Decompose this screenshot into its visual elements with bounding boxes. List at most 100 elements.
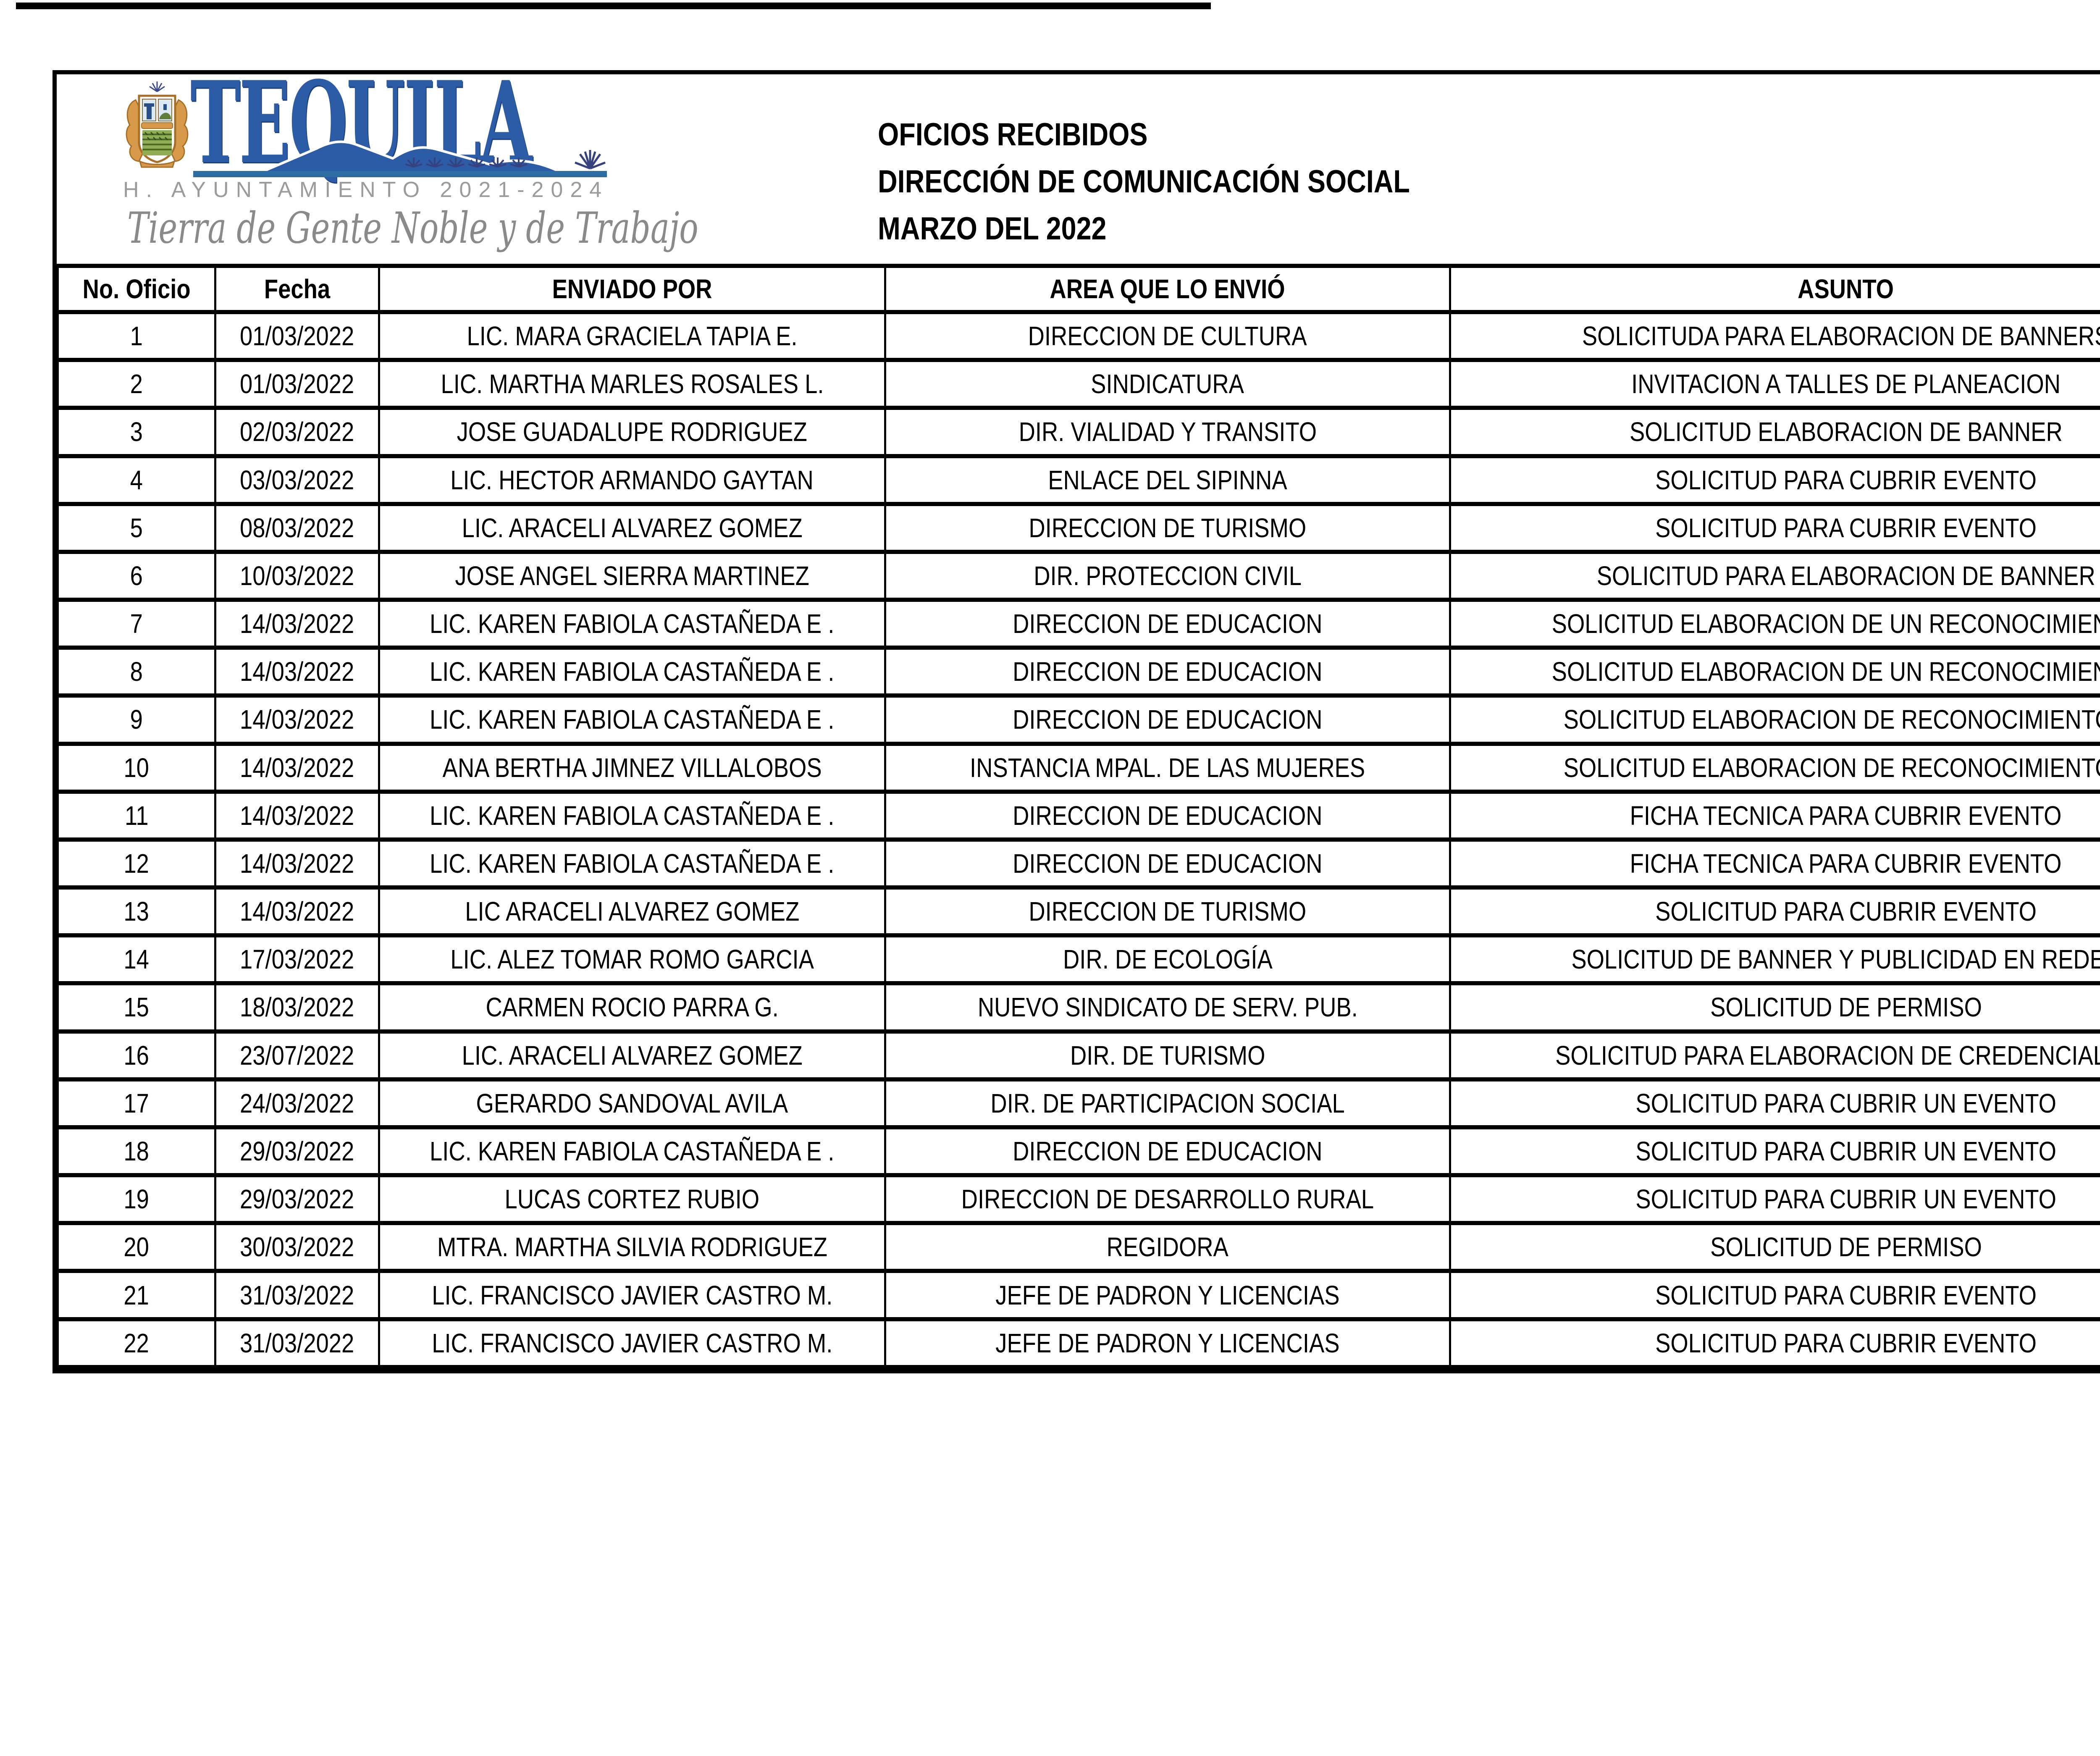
table-row: 9 14/03/2022 LIC. KAREN FABIOLA CASTAÑEDA …	[57, 693, 2100, 746]
table-row: 8 14/03/2022 LIC. KAREN FABIOLA CASTAÑEDA …	[57, 646, 2100, 698]
cell-asunto: SOLICITUD ELABORACION DE RECONOCIMIENTOS	[1449, 693, 2100, 746]
cell-fecha: 17/03/2022	[214, 933, 380, 986]
table-row: 14 17/03/2022 LIC. ALEZ TOMAR ROMO GARCIA D…	[57, 933, 2100, 986]
cell-area: DIR. DE PARTICIPACION SOCIAL	[884, 1077, 1451, 1129]
cell-no: 17	[57, 1077, 216, 1129]
cell-no: 8	[57, 646, 216, 698]
logo-banner-text: H. AYUNTAMIENTO 2021-2024	[123, 178, 609, 202]
table-row: 19 29/03/2022 LUCAS CORTEZ RUBIO DIRECCION …	[57, 1173, 2100, 1226]
cell-asunto: SOLICITUD ELABORACION DE BANNER	[1449, 406, 2100, 458]
logo-slogan: Tierra de Gente Noble y de Trabajo	[127, 203, 698, 253]
cell-enviado-por: CARMEN ROCIO PARRA G.	[378, 981, 886, 1034]
cell-fecha: 18/03/2022	[214, 981, 380, 1034]
table-row: 13 14/03/2022 LIC ARACELI ALVAREZ GOMEZ DIR…	[57, 885, 2100, 938]
cell-enviado-por: LIC ARACELI ALVAREZ GOMEZ	[378, 885, 886, 938]
cell-fecha: 30/03/2022	[214, 1221, 380, 1273]
cell-fecha: 10/03/2022	[214, 549, 380, 602]
oficios-table-head: No. Oficio Fecha ENVIADO POR AREA QUE LO…	[57, 264, 2100, 314]
cell-asunto: SOLICITUD PARA CUBRIR EVENTO	[1449, 1317, 2100, 1370]
cell-enviado-por: LIC. KAREN FABIOLA CASTAÑEDA E .	[378, 598, 886, 650]
table-row: 15 18/03/2022 CARMEN ROCIO PARRA G. NUEVO S…	[57, 981, 2100, 1034]
cell-asunto: SOLICITUD PARA CUBRIR UN EVENTO	[1449, 1173, 2100, 1226]
column-header-enviado-por: ENVIADO POR	[378, 264, 886, 314]
cell-fecha: 31/03/2022	[214, 1317, 380, 1370]
table-row: 21 31/03/2022 LIC. FRANCISCO JAVIER CASTRO…	[57, 1269, 2100, 1321]
cell-no: 9	[57, 693, 216, 746]
cell-asunto: SOLICITUD ELABORACION DE RECONOCIMIENTOS	[1449, 741, 2100, 794]
report-title-block: OFICIOS RECIBIDOS DIRECCIÓN DE COMUNICAC…	[878, 111, 1504, 252]
cell-area: DIR. PROTECCION CIVIL	[884, 549, 1451, 602]
cell-asunto: SOLICITUD PARA CUBRIR EVENTO	[1449, 501, 2100, 554]
cell-no: 5	[57, 501, 216, 554]
cell-area: DIRECCION DE EDUCACION	[884, 598, 1451, 650]
cell-enviado-por: LIC. ARACELI ALVAREZ GOMEZ	[378, 1029, 886, 1081]
cell-asunto: SOLICITUD ELABORACION DE UN RECONOCIMIEN…	[1449, 646, 2100, 698]
cell-enviado-por: LIC. HECTOR ARMANDO GAYTAN	[378, 454, 886, 506]
cell-fecha: 14/03/2022	[214, 598, 380, 650]
cell-enviado-por: LIC. KAREN FABIOLA CASTAÑEDA E .	[378, 789, 886, 842]
cell-area: NUEVO SINDICATO DE SERV. PUB.	[884, 981, 1451, 1034]
cell-area: DIRECCION DE EDUCACION	[884, 837, 1451, 890]
cell-no: 2	[57, 358, 216, 410]
cell-fecha: 24/03/2022	[214, 1077, 380, 1129]
cell-enviado-por: LIC. KAREN FABIOLA CASTAÑEDA E .	[378, 1125, 886, 1178]
cell-enviado-por: LIC. KAREN FABIOLA CASTAÑEDA E .	[378, 837, 886, 890]
cell-area: DIRECCION DE EDUCACION	[884, 693, 1451, 746]
cell-fecha: 29/03/2022	[214, 1125, 380, 1178]
cell-enviado-por: LIC. MARTHA MARLES ROSALES L.	[378, 358, 886, 410]
report-subtitle-month: MARZO DEL 2022	[878, 211, 1107, 247]
cell-enviado-por: JOSE ANGEL SIERRA MARTINEZ	[378, 549, 886, 602]
report-title: OFICIOS RECIBIDOS	[878, 117, 1148, 152]
cell-fecha: 14/03/2022	[214, 885, 380, 938]
cell-asunto: SOLICITUD ELABORACION DE UN RECONOCIMIEN…	[1449, 598, 2100, 650]
cell-no: 19	[57, 1173, 216, 1226]
cell-fecha: 23/07/2022	[214, 1029, 380, 1081]
cell-no: 1	[57, 310, 216, 362]
table-row: 11 14/03/2022 LIC. KAREN FABIOLA CASTAÑEDA…	[57, 789, 2100, 842]
cell-enviado-por: LIC. KAREN FABIOLA CASTAÑEDA E .	[378, 693, 886, 746]
cell-area: DIR. DE ECOLOGÍA	[884, 933, 1451, 986]
oficios-table-body: 1 01/03/2022 LIC. MARA GRACIELA TAPIA E. DI…	[57, 310, 2100, 1370]
cell-enviado-por: GERARDO SANDOVAL AVILA	[378, 1077, 886, 1129]
cell-area: DIR. VIALIDAD Y TRANSITO	[884, 406, 1451, 458]
column-header-asunto: ASUNTO	[1449, 264, 2100, 314]
tequila-crest-icon	[126, 81, 189, 168]
logo-underline	[193, 171, 607, 177]
table-row: 18 29/03/2022 LIC. KAREN FABIOLA CASTAÑEDA…	[57, 1125, 2100, 1178]
column-header-fecha: Fecha	[214, 264, 380, 314]
cell-asunto: INVITACION A TALLES DE PLANEACION	[1449, 358, 2100, 410]
cell-no: 6	[57, 549, 216, 602]
table-row: 20 30/03/2022 MTRA. MARTHA SILVIA RODRIGUE…	[57, 1221, 2100, 1273]
column-header-no: No. Oficio	[57, 264, 216, 314]
cell-no: 14	[57, 933, 216, 986]
cell-no: 20	[57, 1221, 216, 1273]
cell-area: DIRECCION DE EDUCACION	[884, 789, 1451, 842]
cell-asunto: SOLICITUD PARA CUBRIR EVENTO	[1449, 885, 2100, 938]
cell-area: ENLACE DEL SIPINNA	[884, 454, 1451, 506]
cell-area: DIRECCION DE CULTURA	[884, 310, 1451, 362]
header-row: No. Oficio Fecha ENVIADO POR AREA QUE LO…	[57, 264, 2100, 314]
cell-no: 4	[57, 454, 216, 506]
cell-asunto: SOLICITUD PARA CUBRIR EVENTO	[1449, 454, 2100, 506]
cell-fecha: 01/03/2022	[214, 358, 380, 410]
table-row: 6 10/03/2022 JOSE ANGEL SIERRA MARTINEZ DIR…	[57, 549, 2100, 602]
cell-enviado-por: LUCAS CORTEZ RUBIO	[378, 1173, 886, 1226]
cell-no: 21	[57, 1269, 216, 1321]
cell-area: JEFE DE PADRON Y LICENCIAS	[884, 1317, 1451, 1370]
cell-asunto: SOLICITUD PARA ELABORACION DE CREDENCIAL…	[1449, 1029, 2100, 1081]
cell-no: 16	[57, 1029, 216, 1081]
table-row: 17 24/03/2022 GERARDO SANDOVAL AVILA DIR. D…	[57, 1077, 2100, 1129]
cell-no: 18	[57, 1125, 216, 1178]
cell-asunto: SOLICITUD PARA ELABORACION DE BANNER	[1449, 549, 2100, 602]
cell-fecha: 02/03/2022	[214, 406, 380, 458]
cell-asunto: SOLICITUDA PARA ELABORACION DE BANNERS	[1449, 310, 2100, 362]
header-band: TEQUILA H. AYUNTAMIENTO 202	[57, 67, 2100, 264]
cell-no: 15	[57, 981, 216, 1034]
scan-artifact-bar	[16, 3, 1211, 9]
cell-area: SINDICATURA	[884, 358, 1451, 410]
cell-area: JEFE DE PADRON Y LICENCIAS	[884, 1269, 1451, 1321]
cell-area: DIRECCION DE EDUCACION	[884, 1125, 1451, 1178]
agave-plants-icon	[405, 150, 606, 170]
cell-enviado-por: MTRA. MARTHA SILVIA RODRIGUEZ	[378, 1221, 886, 1273]
